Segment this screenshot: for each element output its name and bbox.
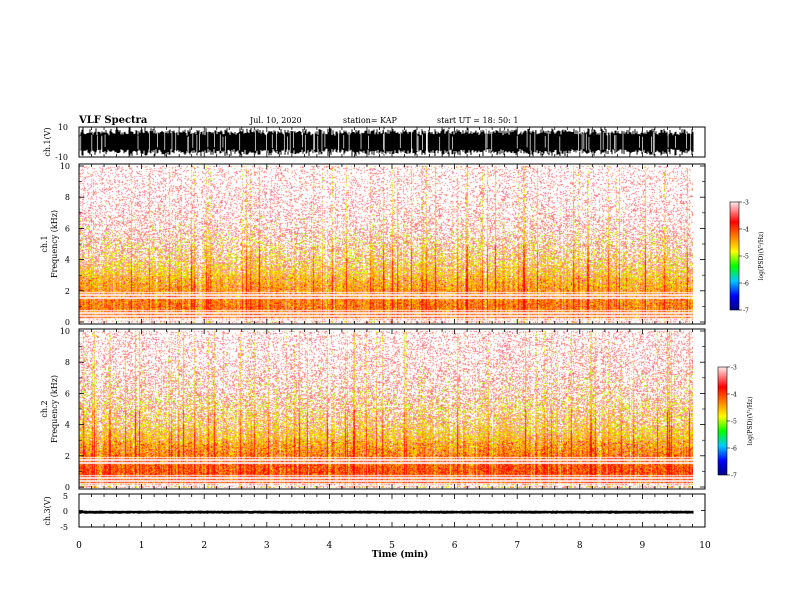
colorbar-tick-label: -6 bbox=[731, 446, 737, 453]
ch1-colorbar bbox=[730, 202, 739, 310]
colorbar-tick-label: -5 bbox=[731, 419, 737, 426]
time-tick-label: 10 bbox=[699, 541, 711, 551]
colorbar-tick-label: -4 bbox=[731, 392, 737, 399]
freq-tick-label: 8 bbox=[65, 358, 70, 367]
ch3-ytick-mid: 0 bbox=[63, 507, 68, 516]
freq-tick-label: 0 bbox=[65, 483, 70, 492]
ch1-ytick-top: 10 bbox=[58, 123, 68, 132]
figure-title: VLF Spectra bbox=[78, 115, 148, 126]
ch1-ytick-bottom: -10 bbox=[55, 153, 68, 162]
ch2-spectrogram-image bbox=[79, 331, 693, 488]
start-time-label: start UT = 18: 50: 1 bbox=[437, 116, 518, 125]
colorbar-tick-label: -5 bbox=[743, 254, 749, 261]
colorbar-tick-label: -7 bbox=[731, 473, 737, 480]
time-axis-ticks bbox=[78, 127, 706, 527]
time-tick-label: 2 bbox=[201, 541, 207, 551]
ch1-spectrogram-image bbox=[79, 166, 693, 323]
time-axis-label: Time (min) bbox=[372, 549, 429, 560]
ch2-spectrogram-yticks: 0 2 4 6 8 10 bbox=[60, 327, 705, 492]
freq-tick-label: 10 bbox=[60, 327, 70, 336]
ch1-waveform-ylabel: ch.1(V) bbox=[43, 127, 52, 156]
time-tick-label: 4 bbox=[327, 541, 333, 551]
ch1-waveform-trace bbox=[78, 127, 694, 157]
time-tick-label: 1 bbox=[139, 541, 145, 551]
ch1-spectrogram-ylabel-freq: Frequency (kHz) bbox=[50, 210, 59, 278]
ch3-ytick-bottom: -5 bbox=[60, 523, 68, 532]
freq-tick-label: 6 bbox=[65, 389, 70, 398]
freq-tick-label: 8 bbox=[65, 193, 70, 202]
ch1-colorbar-label: log(PSD)(V²/Hz) bbox=[758, 232, 765, 281]
ch2-colorbar bbox=[718, 367, 727, 475]
ch2-colorbar-ticks: -3 -4 -5 -6 -7 bbox=[727, 365, 737, 480]
time-tick-label: 7 bbox=[514, 541, 520, 551]
time-tick-label: 9 bbox=[640, 541, 646, 551]
station-label: station= KAP bbox=[343, 116, 398, 125]
freq-tick-label: 6 bbox=[65, 224, 70, 233]
freq-tick-label: 0 bbox=[65, 318, 70, 327]
freq-tick-label: 2 bbox=[65, 287, 70, 296]
ch1-spectrogram-ylabel-channel: ch.1 bbox=[40, 235, 49, 252]
colorbar-tick-label: -3 bbox=[731, 365, 737, 372]
ch3-waveform-panel: 5 0 -5 ch.3(V) bbox=[43, 492, 706, 532]
ch1-colorbar-ticks: -3 -4 -5 -6 -7 bbox=[739, 200, 749, 315]
freq-tick-label: 4 bbox=[65, 421, 70, 430]
freq-tick-label: 2 bbox=[65, 452, 70, 461]
ch1-waveform-panel: 10 -10 ch.1(V) bbox=[43, 123, 706, 162]
ch3-waveform-ylabel: ch.3(V) bbox=[43, 496, 52, 525]
time-axis-tick-labels: 0 1 2 3 4 5 6 7 8 9 10 bbox=[76, 541, 711, 551]
colorbar-tick-label: -3 bbox=[743, 200, 749, 207]
time-tick-label: 8 bbox=[577, 541, 583, 551]
ch3-ytick-top: 5 bbox=[63, 492, 68, 501]
ch2-spectrogram-ylabel-freq: Frequency (kHz) bbox=[50, 375, 59, 443]
colorbar-tick-label: -6 bbox=[743, 281, 749, 288]
ch2-colorbar-label: log(PSD)(V²/Hz) bbox=[747, 397, 754, 446]
time-tick-label: 3 bbox=[264, 541, 270, 551]
time-tick-label: 0 bbox=[76, 541, 82, 551]
colorbar-tick-label: -4 bbox=[743, 227, 749, 234]
colorbar-tick-label: -7 bbox=[743, 308, 749, 315]
time-tick-label: 5 bbox=[389, 541, 395, 551]
date-label: Jul. 10, 2020 bbox=[249, 116, 302, 125]
freq-tick-label: 10 bbox=[60, 162, 70, 171]
time-tick-label: 6 bbox=[452, 541, 458, 551]
ch2-spectrogram-ylabel-channel: ch.2 bbox=[40, 400, 49, 417]
freq-tick-label: 4 bbox=[65, 256, 70, 265]
ch3-waveform-line bbox=[78, 510, 694, 514]
ch1-spectrogram-yticks: 0 2 4 6 8 10 bbox=[60, 162, 705, 327]
